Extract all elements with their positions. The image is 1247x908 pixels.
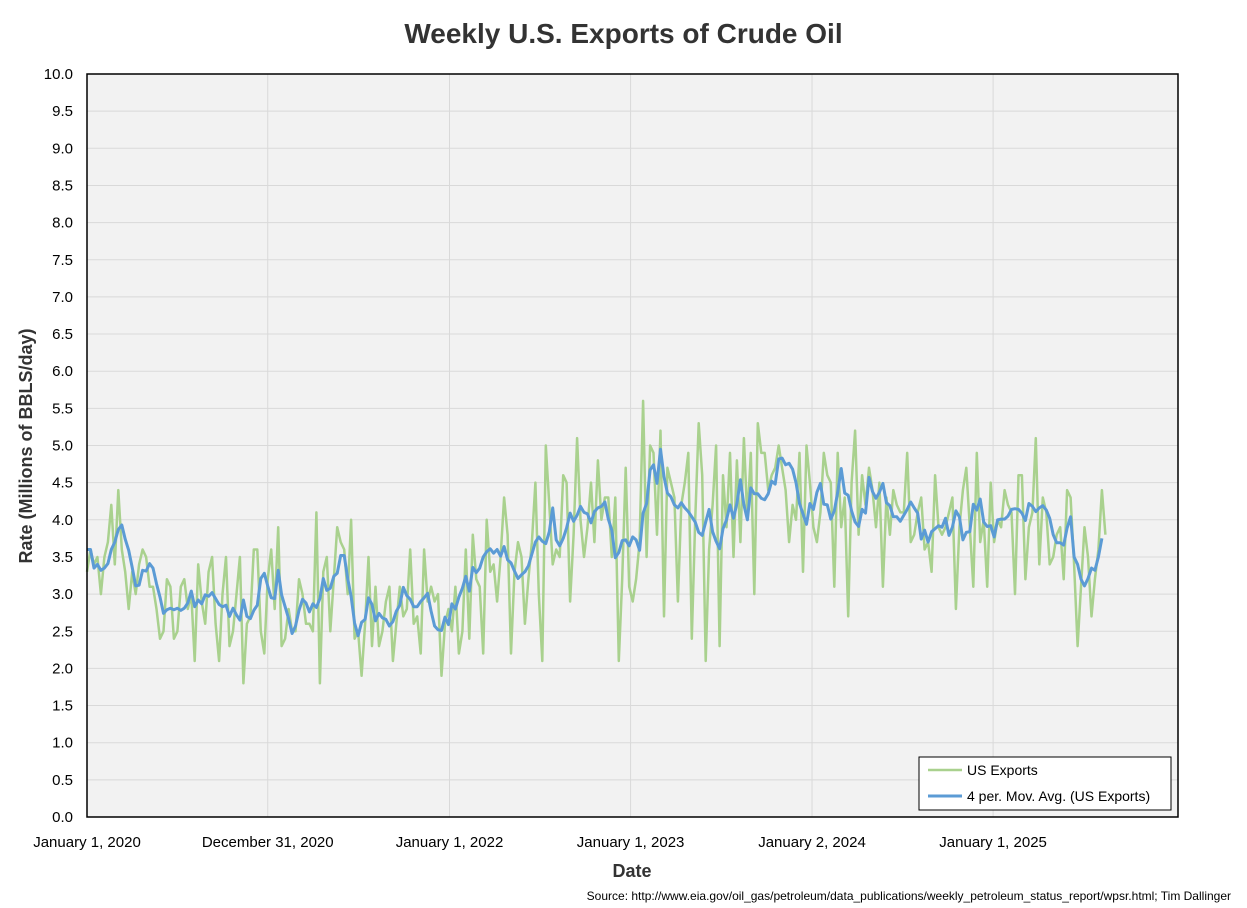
y-tick-label: 8.0	[52, 215, 73, 232]
y-tick-label: 2.5	[52, 623, 73, 640]
series-lines	[85, 399, 1107, 685]
chart-title: Weekly U.S. Exports of Crude Oil	[404, 18, 843, 49]
y-tick-label: 10.0	[44, 66, 73, 83]
y-tick-label: 0.5	[52, 772, 73, 789]
y-tick-label: 6.0	[52, 363, 73, 380]
horizontal-gridlines	[87, 110, 1178, 781]
x-axis-tick-labels: January 1, 2020 December 31, 2020 January …	[33, 834, 1047, 851]
y-axis-title: Rate (Millions of BBLS/day)	[16, 328, 36, 563]
legend-label-us-exports: US Exports	[967, 762, 1038, 778]
y-tick-label: 6.5	[52, 326, 73, 343]
y-tick-label: 3.0	[52, 586, 73, 603]
y-tick-label: 1.5	[52, 698, 73, 715]
y-tick-label: 4.0	[52, 512, 73, 529]
y-tick-label: 5.0	[52, 438, 73, 455]
y-tick-label: 8.5	[52, 177, 73, 194]
legend-box	[918, 756, 1172, 811]
y-tick-label: 2.0	[52, 660, 73, 677]
x-tick-label: December 31, 2020	[202, 834, 334, 851]
y-tick-label: 9.5	[52, 103, 73, 120]
y-tick-label: 1.0	[52, 735, 73, 752]
series-line-moving-average	[87, 447, 1104, 638]
y-tick-label: 0.0	[52, 809, 73, 826]
y-tick-label: 9.0	[52, 140, 73, 157]
y-tick-label: 3.5	[52, 549, 73, 566]
x-tick-label: January 1, 2020	[33, 834, 141, 851]
y-tick-label: 4.5	[52, 475, 73, 492]
source-note: Source: http://www.eia.gov/oil_gas/petro…	[586, 889, 1231, 903]
legend: US Exports 4 per. Mov. Avg. (US Exports)	[918, 756, 1172, 811]
plot-border	[86, 73, 1179, 818]
x-tick-label: January 2, 2024	[758, 834, 866, 851]
x-tick-label: January 1, 2023	[577, 834, 685, 851]
x-tick-label: January 1, 2025	[939, 834, 1047, 851]
series-line-us-exports	[85, 399, 1107, 685]
y-axis-tick-labels: 0.0 0.5 1.0 1.5 2.0 2.5 3.0 3.5 4.0 4.5 5.0 5.5 6.0 6…	[44, 66, 73, 826]
x-axis-title: Date	[612, 861, 651, 881]
x-tick-label: January 1, 2022	[396, 834, 504, 851]
y-tick-label: 7.5	[52, 252, 73, 269]
legend-label-moving-average: 4 per. Mov. Avg. (US Exports)	[967, 788, 1150, 804]
y-tick-label: 5.5	[52, 400, 73, 417]
y-tick-label: 7.0	[52, 289, 73, 306]
